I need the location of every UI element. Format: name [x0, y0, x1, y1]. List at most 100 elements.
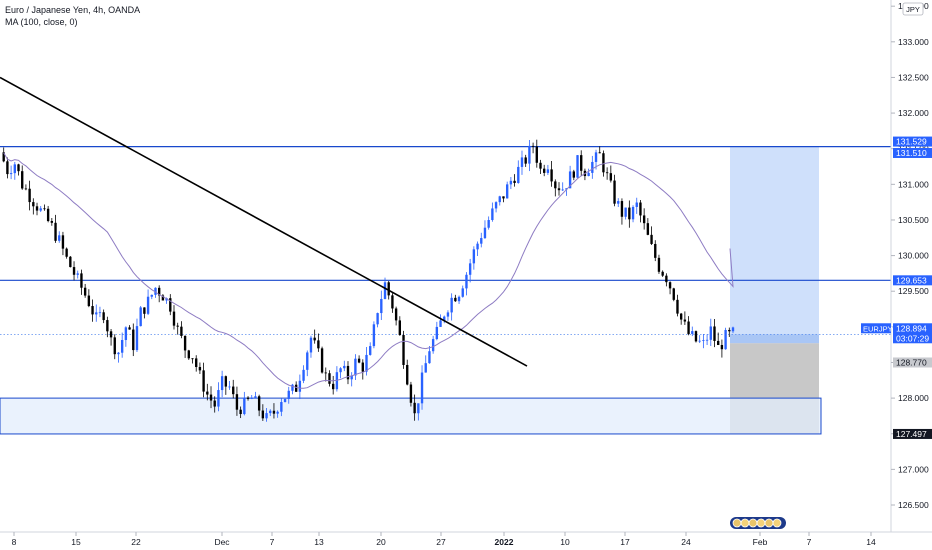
price-tag-bg: [893, 147, 932, 158]
candle-body: [472, 249, 476, 264]
candle: [91, 299, 94, 322]
candle-body: [313, 337, 316, 341]
event-flag-icon[interactable]: [740, 518, 750, 528]
candle-body: [280, 402, 283, 412]
candle: [628, 200, 631, 228]
candle-body: [206, 391, 209, 395]
candle-body: [372, 324, 376, 347]
candle: [528, 139, 531, 172]
candle: [613, 174, 616, 207]
candle: [561, 182, 564, 191]
time-axis[interactable]: 8 15 22 Dec 7 13 20 27 2022 10 17 24 Feb 7 14: [0, 531, 932, 547]
candle: [298, 374, 302, 400]
candle-body: [117, 352, 120, 355]
candle-body: [306, 352, 309, 370]
candle: [324, 367, 327, 382]
currency-button[interactable]: JPY: [902, 2, 924, 16]
price-tick-label: 132.500: [898, 72, 929, 82]
candle: [117, 351, 120, 363]
candle-body: [568, 171, 572, 189]
event-flag-icon[interactable]: [764, 518, 774, 528]
candle-body: [17, 164, 20, 172]
candle-body: [713, 326, 716, 341]
candle-body: [54, 222, 57, 241]
candle-body: [361, 362, 364, 372]
candle: [17, 163, 20, 176]
candle-body: [69, 256, 72, 268]
candle-body: [398, 320, 402, 336]
candle: [183, 335, 187, 358]
candle-body: [187, 350, 190, 359]
candle-body: [350, 375, 353, 380]
candle-body: [543, 168, 546, 173]
candle-body: [294, 384, 298, 392]
candle-body: [387, 282, 390, 296]
candle-body: [617, 201, 620, 204]
candle: [76, 270, 79, 279]
price-tag: 128.770: [893, 357, 932, 368]
events-strip[interactable]: [730, 517, 786, 529]
price-tick-label: 132.000: [898, 108, 929, 118]
candle: [354, 354, 357, 381]
candle: [280, 398, 283, 417]
candle-body: [176, 325, 179, 327]
candle-body: [517, 166, 520, 184]
candle-body: [687, 321, 690, 334]
candle-body: [720, 345, 724, 350]
candle: [339, 367, 342, 379]
candle: [361, 359, 364, 380]
candle: [139, 305, 142, 327]
trend-line[interactable]: [0, 76, 528, 367]
event-flag-icon[interactable]: [756, 518, 766, 528]
candle: [232, 379, 235, 399]
candle-body: [628, 207, 631, 220]
candle-body: [339, 368, 342, 373]
candle-body: [431, 339, 435, 352]
candle: [120, 332, 124, 358]
candle: [665, 273, 668, 287]
candle-body: [457, 296, 461, 302]
candle-body: [13, 164, 16, 174]
candle: [69, 255, 72, 268]
candle-body: [483, 227, 487, 239]
candle: [254, 391, 257, 398]
currency-button-frame: [902, 2, 924, 16]
candle: [394, 306, 398, 326]
candle: [431, 335, 435, 354]
candle-body: [406, 364, 409, 385]
candle-body: [439, 320, 442, 327]
candle: [450, 293, 453, 321]
candle-body: [594, 152, 598, 162]
candle-body: [43, 208, 46, 210]
candle: [343, 360, 346, 372]
symbol-tag-bg: [861, 323, 891, 334]
candle-body: [354, 358, 357, 376]
candle-body: [317, 340, 320, 349]
candle-body: [343, 365, 346, 369]
event-flag-icon[interactable]: [772, 518, 782, 528]
candle: [731, 326, 735, 334]
candle: [406, 359, 409, 386]
event-flag-icon[interactable]: [748, 518, 758, 528]
candle-body: [683, 319, 687, 322]
candle: [424, 355, 427, 373]
candle: [402, 330, 405, 369]
candle: [498, 195, 501, 206]
candle-body: [139, 307, 142, 327]
candle-body: [391, 295, 394, 309]
candle-body: [446, 312, 450, 317]
event-flag-icon[interactable]: [732, 518, 742, 528]
candle: [676, 294, 679, 317]
candle-body: [535, 146, 538, 163]
candle-body: [250, 397, 253, 399]
candle-body: [265, 413, 268, 419]
time-tick-label: 14: [866, 537, 876, 547]
candle: [543, 164, 546, 177]
candle: [591, 155, 594, 179]
price-tag-label: 128.770: [896, 357, 927, 367]
candle: [235, 386, 239, 416]
candle-body: [180, 326, 183, 336]
candle: [650, 226, 653, 245]
candle: [35, 202, 39, 216]
